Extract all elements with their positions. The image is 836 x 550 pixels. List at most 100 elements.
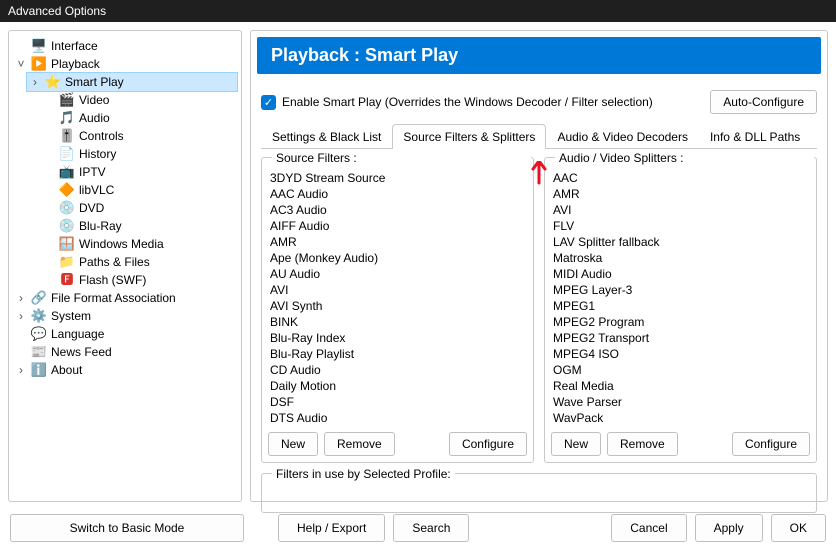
switch-basic-button[interactable]: Switch to Basic Mode: [10, 514, 244, 542]
tree-item-blu-ray[interactable]: 💿Blu-Ray: [41, 217, 237, 235]
tree-item-interface[interactable]: 🖥️Interface: [13, 37, 237, 55]
list-item[interactable]: AMR: [551, 186, 808, 202]
tab-settings-black-list[interactable]: Settings & Black List: [261, 124, 392, 149]
tree-item-about[interactable]: ›ℹ️About: [13, 361, 237, 379]
tree-item-controls[interactable]: 🎚️Controls: [41, 127, 237, 145]
list-item[interactable]: BINK: [268, 314, 525, 330]
enable-smart-play-checkbox[interactable]: ✓ Enable Smart Play (Overrides the Windo…: [261, 95, 653, 110]
tree-node-icon: 🖥️: [31, 38, 47, 54]
list-item[interactable]: AVI: [551, 202, 808, 218]
list-item[interactable]: AVI: [268, 282, 525, 298]
search-button[interactable]: Search: [393, 514, 469, 542]
list-item[interactable]: Matroska: [551, 250, 808, 266]
main-panel: Playback : Smart Play ✓ Enable Smart Pla…: [250, 30, 828, 502]
source-new-button[interactable]: New: [268, 432, 318, 456]
tree-item-libvlc[interactable]: 🔶libVLC: [41, 181, 237, 199]
tree-item-playback[interactable]: ˅▶️Playback: [13, 55, 237, 73]
tree-expander-icon[interactable]: ›: [29, 73, 41, 91]
list-item[interactable]: OGM: [551, 362, 808, 378]
tree-node-label: News Feed: [51, 343, 112, 361]
filters-in-use-label: Filters in use by Selected Profile:: [272, 467, 455, 481]
nav-tree[interactable]: 🖥️Interface˅▶️Playback›⭐Smart Play🎬Video…: [8, 30, 242, 502]
list-item[interactable]: Blu-Ray Playlist: [268, 346, 525, 362]
source-filters-listbox[interactable]: 3DYD Stream SourceAAC AudioAC3 AudioAIFF…: [268, 170, 527, 426]
list-item[interactable]: LAV Splitter fallback: [551, 234, 808, 250]
apply-button[interactable]: Apply: [695, 514, 763, 542]
tree-item-windows-media[interactable]: 🪟Windows Media: [41, 235, 237, 253]
tree-node-icon: 📄: [59, 146, 75, 162]
list-item[interactable]: MPEG2 Transport: [551, 330, 808, 346]
tree-item-iptv[interactable]: 📺IPTV: [41, 163, 237, 181]
tree-node-label: Flash (SWF): [79, 271, 146, 289]
source-filters-group: Source Filters : 3DYD Stream SourceAAC A…: [261, 157, 534, 463]
splitter-new-button[interactable]: New: [551, 432, 601, 456]
list-item[interactable]: MPEG Layer-3: [551, 282, 808, 298]
tree-node-label: Smart Play: [65, 73, 124, 91]
tree-node-icon: 🎚️: [59, 128, 75, 144]
tree-item-language[interactable]: 💬Language: [13, 325, 237, 343]
list-item[interactable]: DTS Audio: [268, 410, 525, 426]
tree-item-smart-play[interactable]: ›⭐Smart Play: [27, 73, 237, 91]
list-item[interactable]: MIDI Audio: [551, 266, 808, 282]
list-item[interactable]: WavPack: [551, 410, 808, 426]
tree-node-label: Language: [51, 325, 104, 343]
source-configure-button[interactable]: Configure: [449, 432, 527, 456]
source-filters-title: Source Filters :: [272, 151, 531, 165]
list-item[interactable]: Ape (Monkey Audio): [268, 250, 525, 266]
splitter-remove-button[interactable]: Remove: [607, 432, 678, 456]
tree-node-label: File Format Association: [51, 289, 176, 307]
tab-source-filters-splitters[interactable]: Source Filters & Splitters: [392, 124, 546, 149]
list-item[interactable]: 3DYD Stream Source: [268, 170, 525, 186]
list-item[interactable]: MPEG2 Program: [551, 314, 808, 330]
checkbox-checked-icon: ✓: [261, 95, 276, 110]
tree-node-icon: 💬: [31, 326, 47, 342]
tree-item-dvd[interactable]: 💿DVD: [41, 199, 237, 217]
tree-node-icon: 🪟: [59, 236, 75, 252]
list-item[interactable]: Wave Parser: [551, 394, 808, 410]
list-item[interactable]: DSF: [268, 394, 525, 410]
list-item[interactable]: Real Media: [551, 378, 808, 394]
list-item[interactable]: AVI Synth: [268, 298, 525, 314]
tab-audio-video-decoders[interactable]: Audio & Video Decoders: [546, 124, 699, 149]
tree-node-icon: 📺: [59, 164, 75, 180]
source-remove-button[interactable]: Remove: [324, 432, 395, 456]
tree-node-label: History: [79, 145, 116, 163]
list-item[interactable]: AAC Audio: [268, 186, 525, 202]
list-item[interactable]: Daily Motion: [268, 378, 525, 394]
tab-strip: Settings & Black ListSource Filters & Sp…: [261, 124, 817, 149]
list-item[interactable]: AC3 Audio: [268, 202, 525, 218]
auto-configure-button[interactable]: Auto-Configure: [710, 90, 817, 114]
splitters-listbox[interactable]: AACAMRAVIFLVLAV Splitter fallbackMatrosk…: [551, 170, 810, 426]
tree-item-flash-swf-[interactable]: 🅵Flash (SWF): [41, 271, 237, 289]
list-item[interactable]: MPEG1: [551, 298, 808, 314]
tree-item-history[interactable]: 📄History: [41, 145, 237, 163]
tree-item-audio[interactable]: 🎵Audio: [41, 109, 237, 127]
help-export-button[interactable]: Help / Export: [278, 514, 385, 542]
list-item[interactable]: AMR: [268, 234, 525, 250]
page-heading: Playback : Smart Play: [257, 37, 821, 74]
tree-node-label: libVLC: [79, 181, 114, 199]
tree-expander-icon[interactable]: ›: [15, 289, 27, 307]
tree-item-file-format-association[interactable]: ›🔗File Format Association: [13, 289, 237, 307]
tree-expander-icon[interactable]: ˅: [15, 55, 27, 73]
tree-node-icon: 📁: [59, 254, 75, 270]
list-item[interactable]: AAC: [551, 170, 808, 186]
list-item[interactable]: CD Audio: [268, 362, 525, 378]
tree-node-label: System: [51, 307, 91, 325]
tree-expander-icon[interactable]: ›: [15, 307, 27, 325]
list-item[interactable]: AIFF Audio: [268, 218, 525, 234]
list-item[interactable]: FLV: [551, 218, 808, 234]
tree-item-video[interactable]: 🎬Video: [41, 91, 237, 109]
tree-item-system[interactable]: ›⚙️System: [13, 307, 237, 325]
splitter-configure-button[interactable]: Configure: [732, 432, 810, 456]
tab-info-dll-paths[interactable]: Info & DLL Paths: [699, 124, 811, 149]
cancel-button[interactable]: Cancel: [611, 514, 686, 542]
list-item[interactable]: MPEG4 ISO: [551, 346, 808, 362]
tree-item-paths-files[interactable]: 📁Paths & Files: [41, 253, 237, 271]
ok-button[interactable]: OK: [771, 514, 826, 542]
list-item[interactable]: Blu-Ray Index: [268, 330, 525, 346]
tree-expander-icon[interactable]: ›: [15, 361, 27, 379]
list-item[interactable]: AU Audio: [268, 266, 525, 282]
tree-node-icon: ⚙️: [31, 308, 47, 324]
tree-item-news-feed[interactable]: 📰News Feed: [13, 343, 237, 361]
